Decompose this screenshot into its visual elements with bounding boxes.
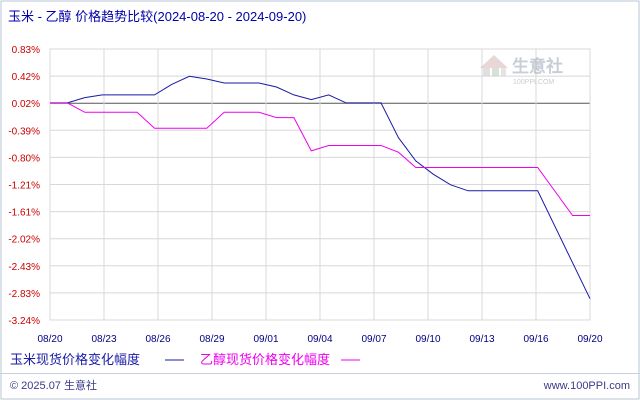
- house-logo-icon: [480, 55, 508, 76]
- x-tick-label: 08/29: [199, 334, 224, 345]
- x-tick-label: 09/07: [361, 334, 386, 345]
- y-tick-label: 0.42%: [12, 72, 40, 83]
- watermark-name: 生意社: [512, 56, 563, 76]
- x-tick-label: 08/23: [91, 334, 116, 345]
- y-tick-label: -2.43%: [8, 262, 40, 273]
- y-tick-label: -1.61%: [8, 208, 40, 219]
- grid: [49, 48, 591, 321]
- series-line-corn: [50, 75, 591, 299]
- x-tick-label: 08/26: [145, 334, 170, 345]
- y-tick-label: -2.83%: [8, 289, 40, 300]
- y-tick-label: -1.21%: [8, 181, 40, 192]
- x-tick-label: 09/13: [469, 334, 494, 345]
- y-tick-label: -3.24%: [8, 316, 40, 327]
- x-tick-label: 09/16: [523, 334, 548, 345]
- y-tick-label: 0.02%: [12, 99, 40, 110]
- legend-label-ethanol: 乙醇现货价格变化幅度: [200, 352, 330, 367]
- y-tick-label: -0.39%: [8, 126, 40, 137]
- series-lines: [50, 75, 591, 299]
- chart-title: 玉米 - 乙醇 价格趋势比较(2024-08-20 - 2024-09-20): [8, 9, 306, 24]
- x-tick-label: 09/04: [307, 334, 332, 345]
- footer-site: www.100PPI.com: [543, 380, 630, 392]
- watermark: 生意社 100PPI.COM: [480, 55, 563, 86]
- x-tick-label: 09/01: [253, 334, 278, 345]
- x-tick-label: 08/20: [37, 334, 62, 345]
- y-tick-label: -0.80%: [8, 153, 40, 164]
- axis-labels: 0.83% 0.42% 0.02% -0.39% -0.80% -1.21% -1.61% -…: [8, 45, 603, 345]
- series-line-ethanol: [50, 102, 590, 216]
- watermark-url: 100PPI.COM: [513, 79, 554, 86]
- legend-label-corn: 玉米现货价格变化幅度: [10, 352, 140, 367]
- y-tick-label: 0.83%: [12, 45, 40, 56]
- footer-copyright: © 2025.07 生意社: [10, 378, 97, 392]
- x-tick-label: 09/20: [577, 334, 602, 345]
- y-tick-label: -2.02%: [8, 235, 40, 246]
- x-tick-label: 09/10: [415, 334, 440, 345]
- legend: 玉米现货价格变化幅度 乙醇现货价格变化幅度: [10, 352, 360, 367]
